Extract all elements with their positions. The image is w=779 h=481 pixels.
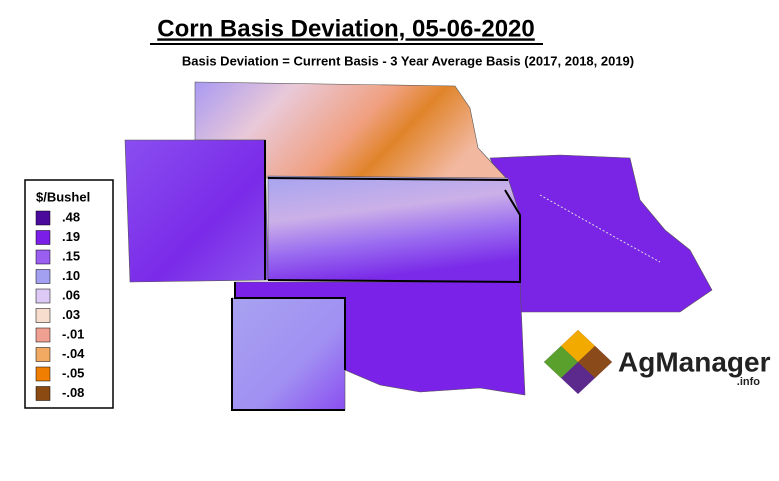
legend-label: -.05 xyxy=(62,365,84,380)
legend-swatch xyxy=(35,288,51,304)
logo-suffix: .info xyxy=(737,376,760,388)
legend-swatch xyxy=(35,249,51,265)
legend-label: .15 xyxy=(62,248,80,263)
legend-swatch xyxy=(35,230,51,245)
legend-swatch xyxy=(35,210,51,226)
logo-cattle xyxy=(578,346,612,378)
legend-swatch xyxy=(35,308,51,323)
legend-swatch xyxy=(35,347,51,362)
kansas xyxy=(267,175,521,283)
title: Corn Basis Deviation, 05-06-2020 xyxy=(157,15,535,42)
missouri xyxy=(489,154,713,313)
texas-panhandle xyxy=(231,297,346,411)
legend-label: -.01 xyxy=(62,326,84,341)
legend-label: .48 xyxy=(62,209,80,224)
state-borders xyxy=(231,140,521,411)
legend-title: $/Bushel xyxy=(36,189,90,204)
subtitle: Basis Deviation = Current Basis - 3 Year… xyxy=(182,53,634,68)
legend-items: .48 .19 .15 .10 .06 .03 -.01 -.04 -.05 -.08 xyxy=(35,209,85,401)
logo: AgManager .info xyxy=(544,330,771,394)
legend-label: -.04 xyxy=(62,346,85,361)
legend-swatch xyxy=(35,327,51,343)
map xyxy=(124,81,713,411)
colorado xyxy=(124,139,269,283)
legend-swatch xyxy=(35,269,51,284)
legend-swatch xyxy=(35,366,51,382)
legend-label: .10 xyxy=(62,268,80,283)
logo-crop xyxy=(544,346,578,378)
legend-label: .06 xyxy=(62,287,80,302)
logo-name: AgManager xyxy=(618,346,771,377)
legend-swatch xyxy=(35,386,51,401)
legend-label: .03 xyxy=(62,307,80,322)
legend-label: .19 xyxy=(62,229,80,244)
legend-label: -.08 xyxy=(62,385,84,400)
